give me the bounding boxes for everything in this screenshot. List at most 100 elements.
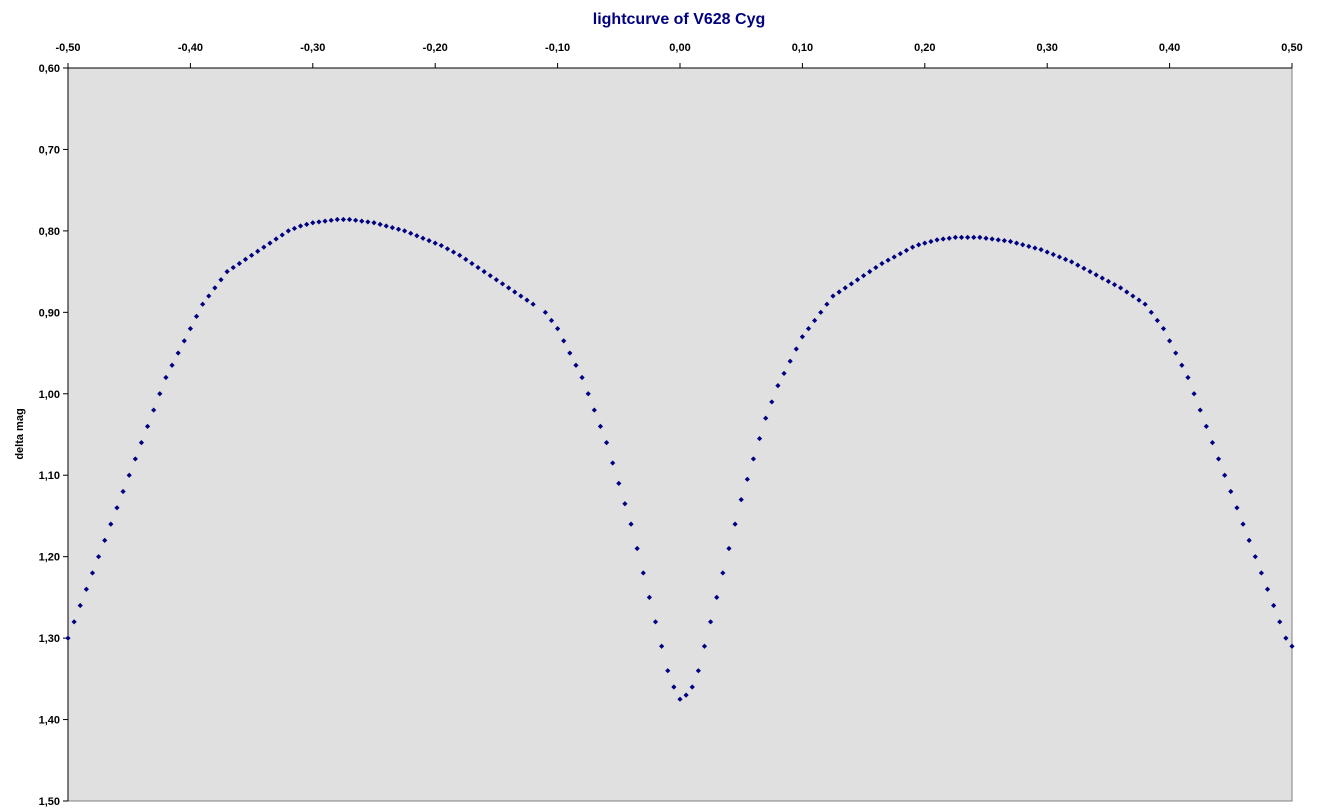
data-point (444, 246, 451, 252)
data-point (708, 619, 714, 625)
data-point (1087, 269, 1093, 275)
data-point (591, 407, 597, 413)
data-point (187, 326, 193, 332)
data-point (756, 435, 763, 442)
data-point (96, 554, 102, 560)
data-point (291, 225, 298, 232)
data-point (579, 374, 585, 381)
data-point (1246, 537, 1252, 543)
data-point (1283, 635, 1289, 641)
plot-area (67, 67, 1293, 802)
data-point (1154, 317, 1160, 324)
data-point (585, 391, 591, 397)
data-point (138, 440, 145, 446)
x-tick-label: -0,10 (545, 42, 570, 54)
data-point (377, 221, 383, 227)
data-point (383, 223, 389, 229)
data-point (530, 301, 536, 307)
data-point (200, 301, 206, 307)
data-point (371, 220, 377, 226)
data-point (120, 488, 126, 495)
data-point (854, 277, 861, 283)
data-point (457, 252, 463, 258)
data-point (1148, 309, 1154, 315)
data-point (793, 346, 799, 352)
data-point (555, 326, 561, 332)
data-point (567, 350, 573, 356)
data-point (432, 240, 438, 246)
data-point (677, 696, 683, 702)
y-tick-label: 0,80 (39, 226, 60, 238)
data-point (799, 334, 805, 340)
data-point (946, 235, 952, 241)
data-point (169, 362, 175, 368)
data-point (475, 264, 481, 271)
data-point (1050, 251, 1056, 258)
data-point (77, 602, 83, 609)
data-point (1111, 282, 1118, 288)
data-point (175, 350, 181, 356)
data-point (402, 228, 408, 234)
data-point (1056, 254, 1063, 260)
data-point (285, 228, 291, 234)
data-point (830, 293, 836, 299)
data-point (1001, 238, 1007, 244)
y-tick-label: 0,60 (39, 63, 60, 75)
data-point (977, 234, 983, 241)
data-point (157, 391, 163, 397)
data-point (542, 309, 548, 315)
data-point (1215, 456, 1222, 462)
data-point (316, 219, 322, 225)
data-point (438, 242, 444, 249)
data-point (1197, 407, 1203, 413)
data-point (1069, 259, 1075, 265)
data-point (297, 223, 304, 229)
data-point (1228, 488, 1234, 495)
data-point (1203, 423, 1209, 429)
data-point (805, 326, 812, 332)
data-point (603, 440, 610, 446)
data-point (83, 586, 89, 592)
data-point (958, 234, 965, 241)
data-point (1093, 272, 1099, 278)
data-point (261, 244, 267, 250)
x-tick-label: 0,50 (1281, 42, 1302, 54)
data-point (683, 692, 689, 698)
data-point (763, 415, 769, 421)
data-point (1289, 643, 1295, 649)
data-point (1081, 265, 1087, 271)
data-point (879, 260, 885, 267)
data-point (1252, 554, 1258, 560)
data-point (616, 480, 622, 486)
data-point (1160, 326, 1167, 332)
data-point (1124, 289, 1130, 295)
data-point (1277, 619, 1283, 625)
data-point (665, 668, 671, 674)
data-point (634, 545, 640, 552)
data-point (89, 570, 96, 576)
chart-title: lightcurve of V628 Cyg (593, 11, 766, 28)
data-point (548, 317, 555, 324)
y-tick-label: 1,50 (39, 796, 60, 808)
data-point (518, 293, 524, 299)
data-point (1234, 505, 1240, 511)
data-point (1118, 285, 1124, 291)
data-point (1026, 243, 1032, 249)
data-point (989, 236, 995, 242)
data-point (1240, 521, 1246, 527)
data-point (812, 317, 818, 324)
data-point (1185, 374, 1191, 381)
data-point (206, 293, 212, 299)
data-point (163, 374, 169, 381)
data-point (481, 269, 487, 275)
data-point (622, 501, 628, 507)
data-point (818, 309, 824, 315)
data-point (487, 273, 493, 279)
data-point (218, 277, 224, 283)
data-point (671, 684, 677, 690)
data-point (1167, 338, 1173, 344)
data-point (934, 237, 940, 243)
y-tick-label: 1,10 (39, 470, 60, 482)
x-tick-label: 0,40 (1159, 42, 1180, 54)
data-point (1032, 245, 1038, 251)
